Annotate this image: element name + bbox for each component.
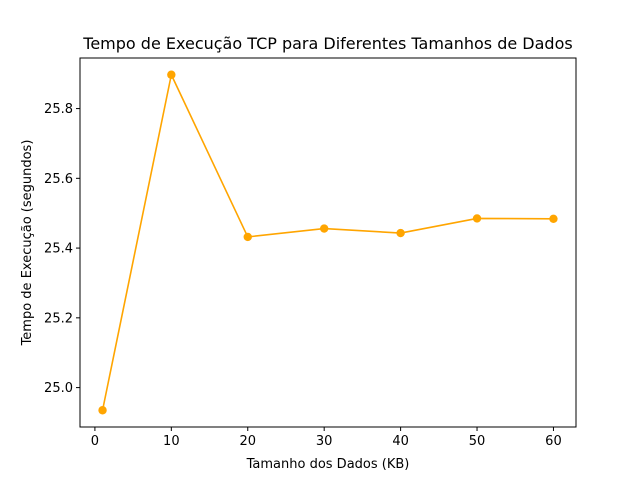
x-tick-label: 10: [163, 434, 180, 449]
x-axis-ticks: 0 10 20 30 40 50 60: [91, 427, 562, 449]
x-tick-label: 0: [91, 434, 99, 449]
data-point: [243, 232, 252, 242]
chart-title: Tempo de Execução TCP para Diferentes Ta…: [82, 34, 572, 53]
series-layer: [98, 70, 558, 415]
data-point: [472, 214, 482, 223]
data-point: [396, 228, 405, 238]
y-axis-label: Tempo de Execução (segundos): [20, 140, 35, 347]
x-tick-label: 60: [545, 434, 562, 449]
x-axis-label: Tamanho dos Dados (KB): [246, 457, 410, 472]
y-tick-label: 25.8: [44, 102, 73, 117]
y-tick-label: 25.4: [44, 242, 73, 257]
data-point: [549, 214, 558, 223]
plot-frame: [79, 57, 577, 428]
x-tick-label: 50: [469, 434, 486, 449]
y-tick-label: 25.2: [44, 311, 73, 326]
x-tick-label: 40: [392, 434, 409, 449]
y-axis-ticks: 25.0 25.2 25.4 25.6 25.8: [44, 102, 80, 396]
x-tick-label: 30: [316, 434, 333, 449]
data-point: [319, 224, 329, 233]
y-tick-label: 25.6: [44, 172, 73, 187]
data-point: [167, 70, 176, 79]
data-point: [98, 406, 107, 415]
y-tick-label: 25.0: [44, 381, 73, 396]
x-tick-label: 20: [239, 434, 256, 449]
